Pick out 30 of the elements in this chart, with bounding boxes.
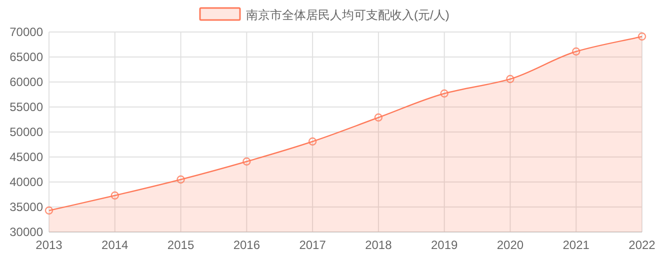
point — [374, 113, 383, 122]
point — [308, 137, 317, 146]
point — [506, 74, 514, 84]
y-tick-label: 70000 — [10, 25, 44, 39]
point — [44, 206, 54, 215]
x-tick-label: 2017 — [299, 238, 326, 252]
y-tick-label: 30000 — [10, 225, 44, 239]
y-tick-label: 40000 — [10, 175, 44, 189]
y-tick-label: 65000 — [10, 50, 44, 64]
x-tick-label: 2022 — [628, 238, 656, 252]
x-tick-label: 2019 — [430, 238, 458, 252]
x-tick-label: 2018 — [365, 238, 392, 252]
y-tick-label: 35000 — [10, 200, 44, 214]
point — [572, 47, 580, 56]
y-tick-label: 45000 — [10, 150, 44, 164]
point — [176, 175, 185, 184]
legend-label: 南京市全体居民人均可支配收入(元/人) — [246, 8, 450, 22]
y-tick-label: 50000 — [10, 125, 44, 139]
x-tick-label: 2013 — [36, 238, 63, 252]
point — [440, 89, 448, 98]
x-tick-label: 2015 — [167, 238, 194, 252]
y-tick-label: 60000 — [10, 75, 44, 89]
point — [242, 157, 251, 166]
x-tick-label: 2021 — [562, 238, 590, 252]
x-tick-label: 2014 — [102, 238, 129, 252]
x-tick-label: 2020 — [496, 238, 524, 252]
x-tick-label: 2016 — [233, 238, 260, 252]
point — [638, 32, 646, 41]
point — [110, 191, 119, 200]
y-tick-label: 55000 — [10, 100, 44, 114]
